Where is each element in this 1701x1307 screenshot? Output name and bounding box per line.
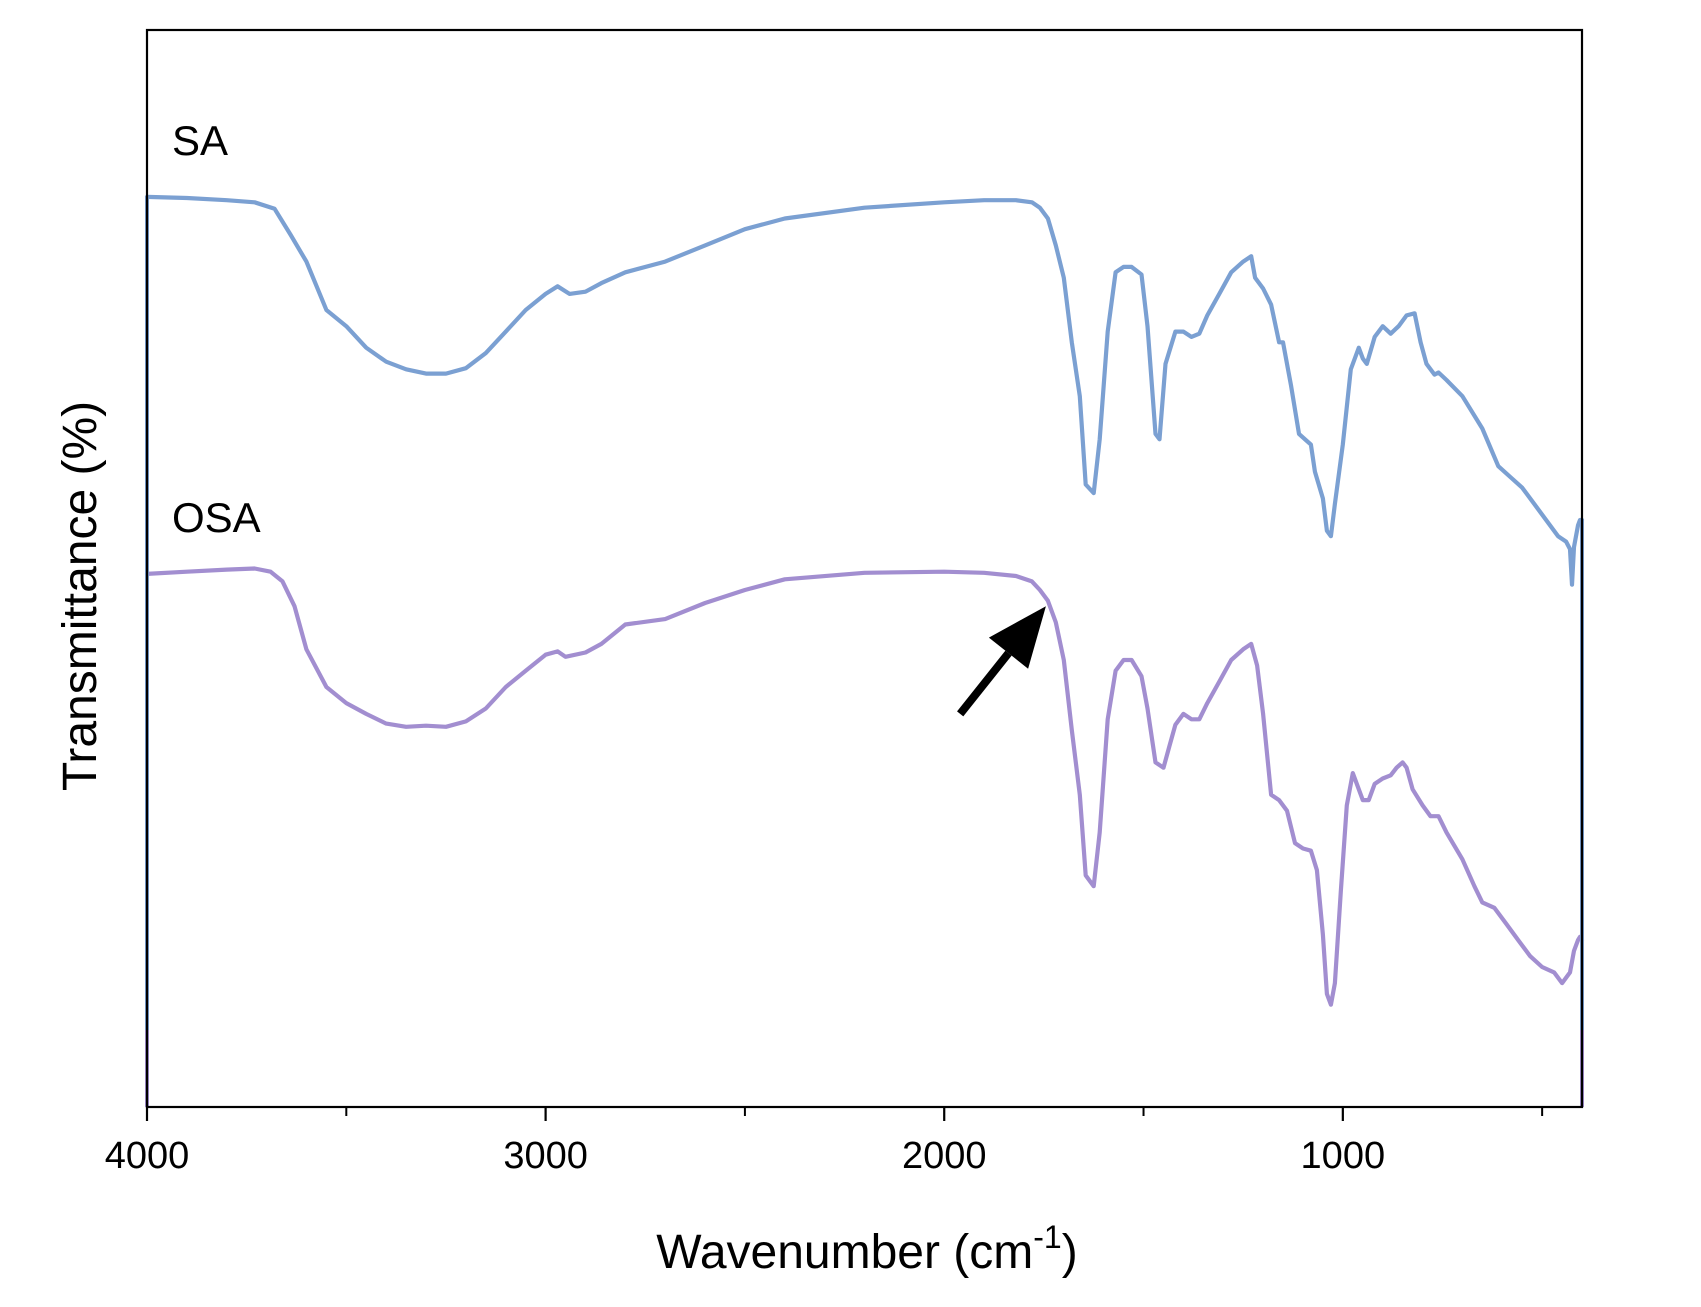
y-axis-label: Transmittance (%) (54, 401, 107, 791)
series-layer (144, 194, 1585, 1107)
series-label-sa: SA (172, 117, 228, 164)
x-axis-label-superscript: -1 (1033, 1219, 1061, 1255)
series-label-osa: OSA (172, 494, 261, 541)
arrow-head (988, 606, 1046, 669)
x-axis-label: Wavenumber (cm-1) (656, 1219, 1077, 1279)
x-axis-label-main: Wavenumber (cm (656, 1226, 1033, 1279)
plot-frame (145, 28, 1584, 1109)
x-tick-label: 3000 (503, 1135, 588, 1177)
x-tick-label: 1000 (1301, 1135, 1386, 1177)
x-tick-label: 4000 (105, 1135, 190, 1177)
series-line-sa (144, 194, 1585, 587)
annotation-layer (957, 606, 1046, 717)
arrow-shaft (957, 650, 1012, 717)
series-labels: SA OSA (172, 117, 261, 541)
x-tick-label: 2000 (902, 1135, 987, 1177)
x-axis-ticks: 4000 3000 2000 1000 (105, 1107, 1544, 1177)
series-line-osa (144, 566, 1585, 1007)
x-axis-label-close: ) (1062, 1226, 1078, 1279)
